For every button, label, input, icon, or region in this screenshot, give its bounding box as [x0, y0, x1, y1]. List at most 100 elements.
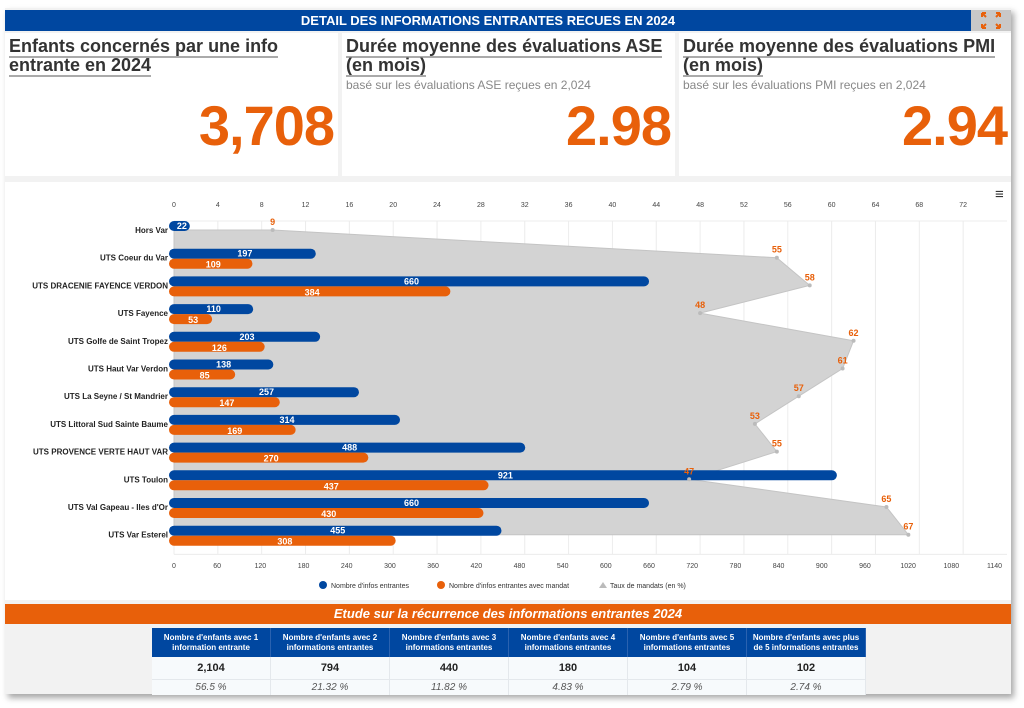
rate-point — [906, 532, 911, 537]
chart-panel: 0 4 8 12 16 20 24 28 32 36 40 44 48 52 56 60 64 68 72 0 60 12… — [5, 182, 1011, 600]
bar-infos-entrantes — [169, 470, 837, 481]
bottom-axis-tick: 120 — [255, 563, 267, 570]
kpi-subtitle: basé sur les évaluations ASE reçues en 2… — [346, 78, 591, 92]
top-axis-tick: 52 — [740, 202, 748, 209]
top-axis-tick: 0 — [172, 202, 176, 209]
category-label: UTS Toulon — [124, 475, 168, 484]
rate-label: 65 — [881, 494, 891, 504]
kpi-subtitle: basé sur les évaluations PMI reçues en 2… — [683, 78, 926, 92]
dashboard-title: DETAIL DES INFORMATIONS ENTRANTES RECUES… — [5, 10, 971, 31]
bar-label-infos: 197 — [237, 249, 252, 259]
bottom-axis-tick: 660 — [643, 563, 655, 570]
kpi-card-pmi: Durée moyenne des évaluations PMI (en moi… — [679, 33, 1011, 176]
dashboard-frame: DETAIL DES INFORMATIONS ENTRANTES RECUES… — [5, 8, 1011, 695]
legend-label-rate: Taux de mandats (en %) — [610, 583, 686, 590]
recurrence-count: 104 — [627, 657, 747, 680]
rate-point — [774, 255, 779, 260]
bar-infos-mandat — [169, 369, 236, 380]
rate-point — [840, 366, 845, 371]
top-axis-tick: 20 — [389, 202, 397, 209]
category-label: UTS DRACENIE FAYENCE VERDON — [32, 281, 168, 290]
kpi-title: Enfants concernés par une info entrante e… — [9, 36, 279, 77]
bottom-axis-tick: 180 — [298, 563, 310, 570]
recurrence-percent: 21.32 % — [270, 679, 390, 695]
top-axis-tick: 64 — [872, 202, 880, 209]
kpi-card-enfants: Enfants concernés par une info entrante e… — [5, 33, 338, 176]
bottom-axis-tick: 900 — [816, 563, 828, 570]
rate-point — [807, 283, 812, 288]
recurrence-count: 102 — [746, 657, 866, 680]
top-axis-tick: 12 — [302, 202, 310, 209]
bar-infos-mandat — [169, 452, 369, 463]
bottom-axis-tick: 720 — [686, 563, 698, 570]
legend-marker-infos — [319, 581, 327, 589]
rate-point — [796, 394, 801, 399]
top-axis-tick: 48 — [696, 202, 704, 209]
top-axis-tick: 44 — [652, 202, 660, 209]
legend-marker-rate — [599, 582, 607, 588]
top-axis-tick: 56 — [784, 202, 792, 209]
hamburger-menu-icon[interactable]: ≡ — [995, 186, 1004, 203]
category-label: UTS Val Gapeau - Iles d'Or — [68, 503, 168, 512]
category-label: UTS Var Esterel — [108, 531, 168, 540]
bar-label-infos: 22 — [177, 221, 187, 231]
rate-label: 55 — [772, 439, 782, 449]
bar-label-infos: 660 — [404, 276, 419, 286]
bottom-axis-tick: 780 — [730, 563, 742, 570]
recurrence-count: 2,104 — [152, 657, 271, 680]
bar-infos-mandat — [169, 397, 280, 408]
bottom-axis-tick: 60 — [213, 563, 221, 570]
bar-label-mandat: 430 — [321, 509, 336, 519]
bar-infos-entrantes — [169, 304, 254, 315]
recurrence-count: 794 — [270, 657, 390, 680]
bottom-axis-tick: 960 — [859, 563, 871, 570]
rate-label: 61 — [838, 356, 848, 366]
recurrence-header: Nombre d'enfants avec plus de 5 informat… — [746, 628, 866, 657]
category-label: UTS Golfe de Saint Tropez — [68, 337, 168, 346]
bar-infos-entrantes — [169, 442, 526, 453]
recurrence-table: Nombre d'enfants avec 1 information entr… — [152, 628, 866, 695]
category-label: UTS PROVENCE VERTE HAUT VAR — [33, 448, 168, 457]
bar-label-infos: 314 — [279, 415, 294, 425]
bar-label-infos: 203 — [240, 332, 255, 342]
rate-point — [687, 477, 692, 482]
top-axis-tick: 72 — [959, 202, 967, 209]
rate-point — [270, 228, 275, 232]
top-axis-tick: 40 — [609, 202, 617, 209]
top-axis-tick: 16 — [345, 202, 353, 209]
recurrence-count: 440 — [389, 657, 509, 680]
top-axis-tick: 24 — [433, 202, 441, 209]
top-axis-tick: 68 — [915, 202, 923, 209]
bar-label-infos: 660 — [404, 498, 419, 508]
bar-label-mandat: 308 — [277, 537, 292, 547]
category-label: UTS Littoral Sud Sainte Baume — [50, 420, 168, 429]
top-axis-tick: 36 — [565, 202, 573, 209]
rate-label: 62 — [849, 328, 859, 338]
bar-label-infos: 455 — [330, 526, 345, 536]
top-axis-tick: 8 — [260, 202, 264, 209]
top-axis-tick: 60 — [828, 202, 836, 209]
bar-label-infos: 488 — [342, 443, 357, 453]
bar-infos-entrantes — [169, 276, 650, 287]
bottom-axis-tick: 300 — [384, 563, 396, 570]
category-label: UTS Haut Var Verdon — [88, 365, 168, 374]
bar-infos-mandat — [169, 258, 253, 269]
top-axis-tick: 4 — [216, 202, 220, 209]
bar-infos-entrantes — [169, 221, 190, 231]
rate-label: 58 — [805, 272, 815, 282]
bottom-axis-tick: 0 — [172, 563, 176, 570]
category-label: UTS Coeur du Var — [100, 254, 168, 263]
rate-point — [752, 421, 757, 426]
bar-infos-entrantes — [169, 414, 400, 425]
bar-infos-mandat — [169, 424, 296, 435]
bar-infos-entrantes — [169, 359, 274, 370]
expand-arrows-icon — [981, 12, 1001, 29]
recurrence-percent: 11.82 % — [389, 679, 509, 695]
expand-button[interactable] — [971, 10, 1011, 31]
bar-infos-mandat — [169, 508, 484, 518]
bottom-axis-tick: 240 — [341, 563, 353, 570]
bar-label-mandat: 147 — [219, 398, 234, 408]
bar-label-infos: 921 — [498, 470, 513, 480]
legend-marker-mandat — [437, 581, 445, 589]
bar-infos-entrantes — [169, 387, 359, 398]
